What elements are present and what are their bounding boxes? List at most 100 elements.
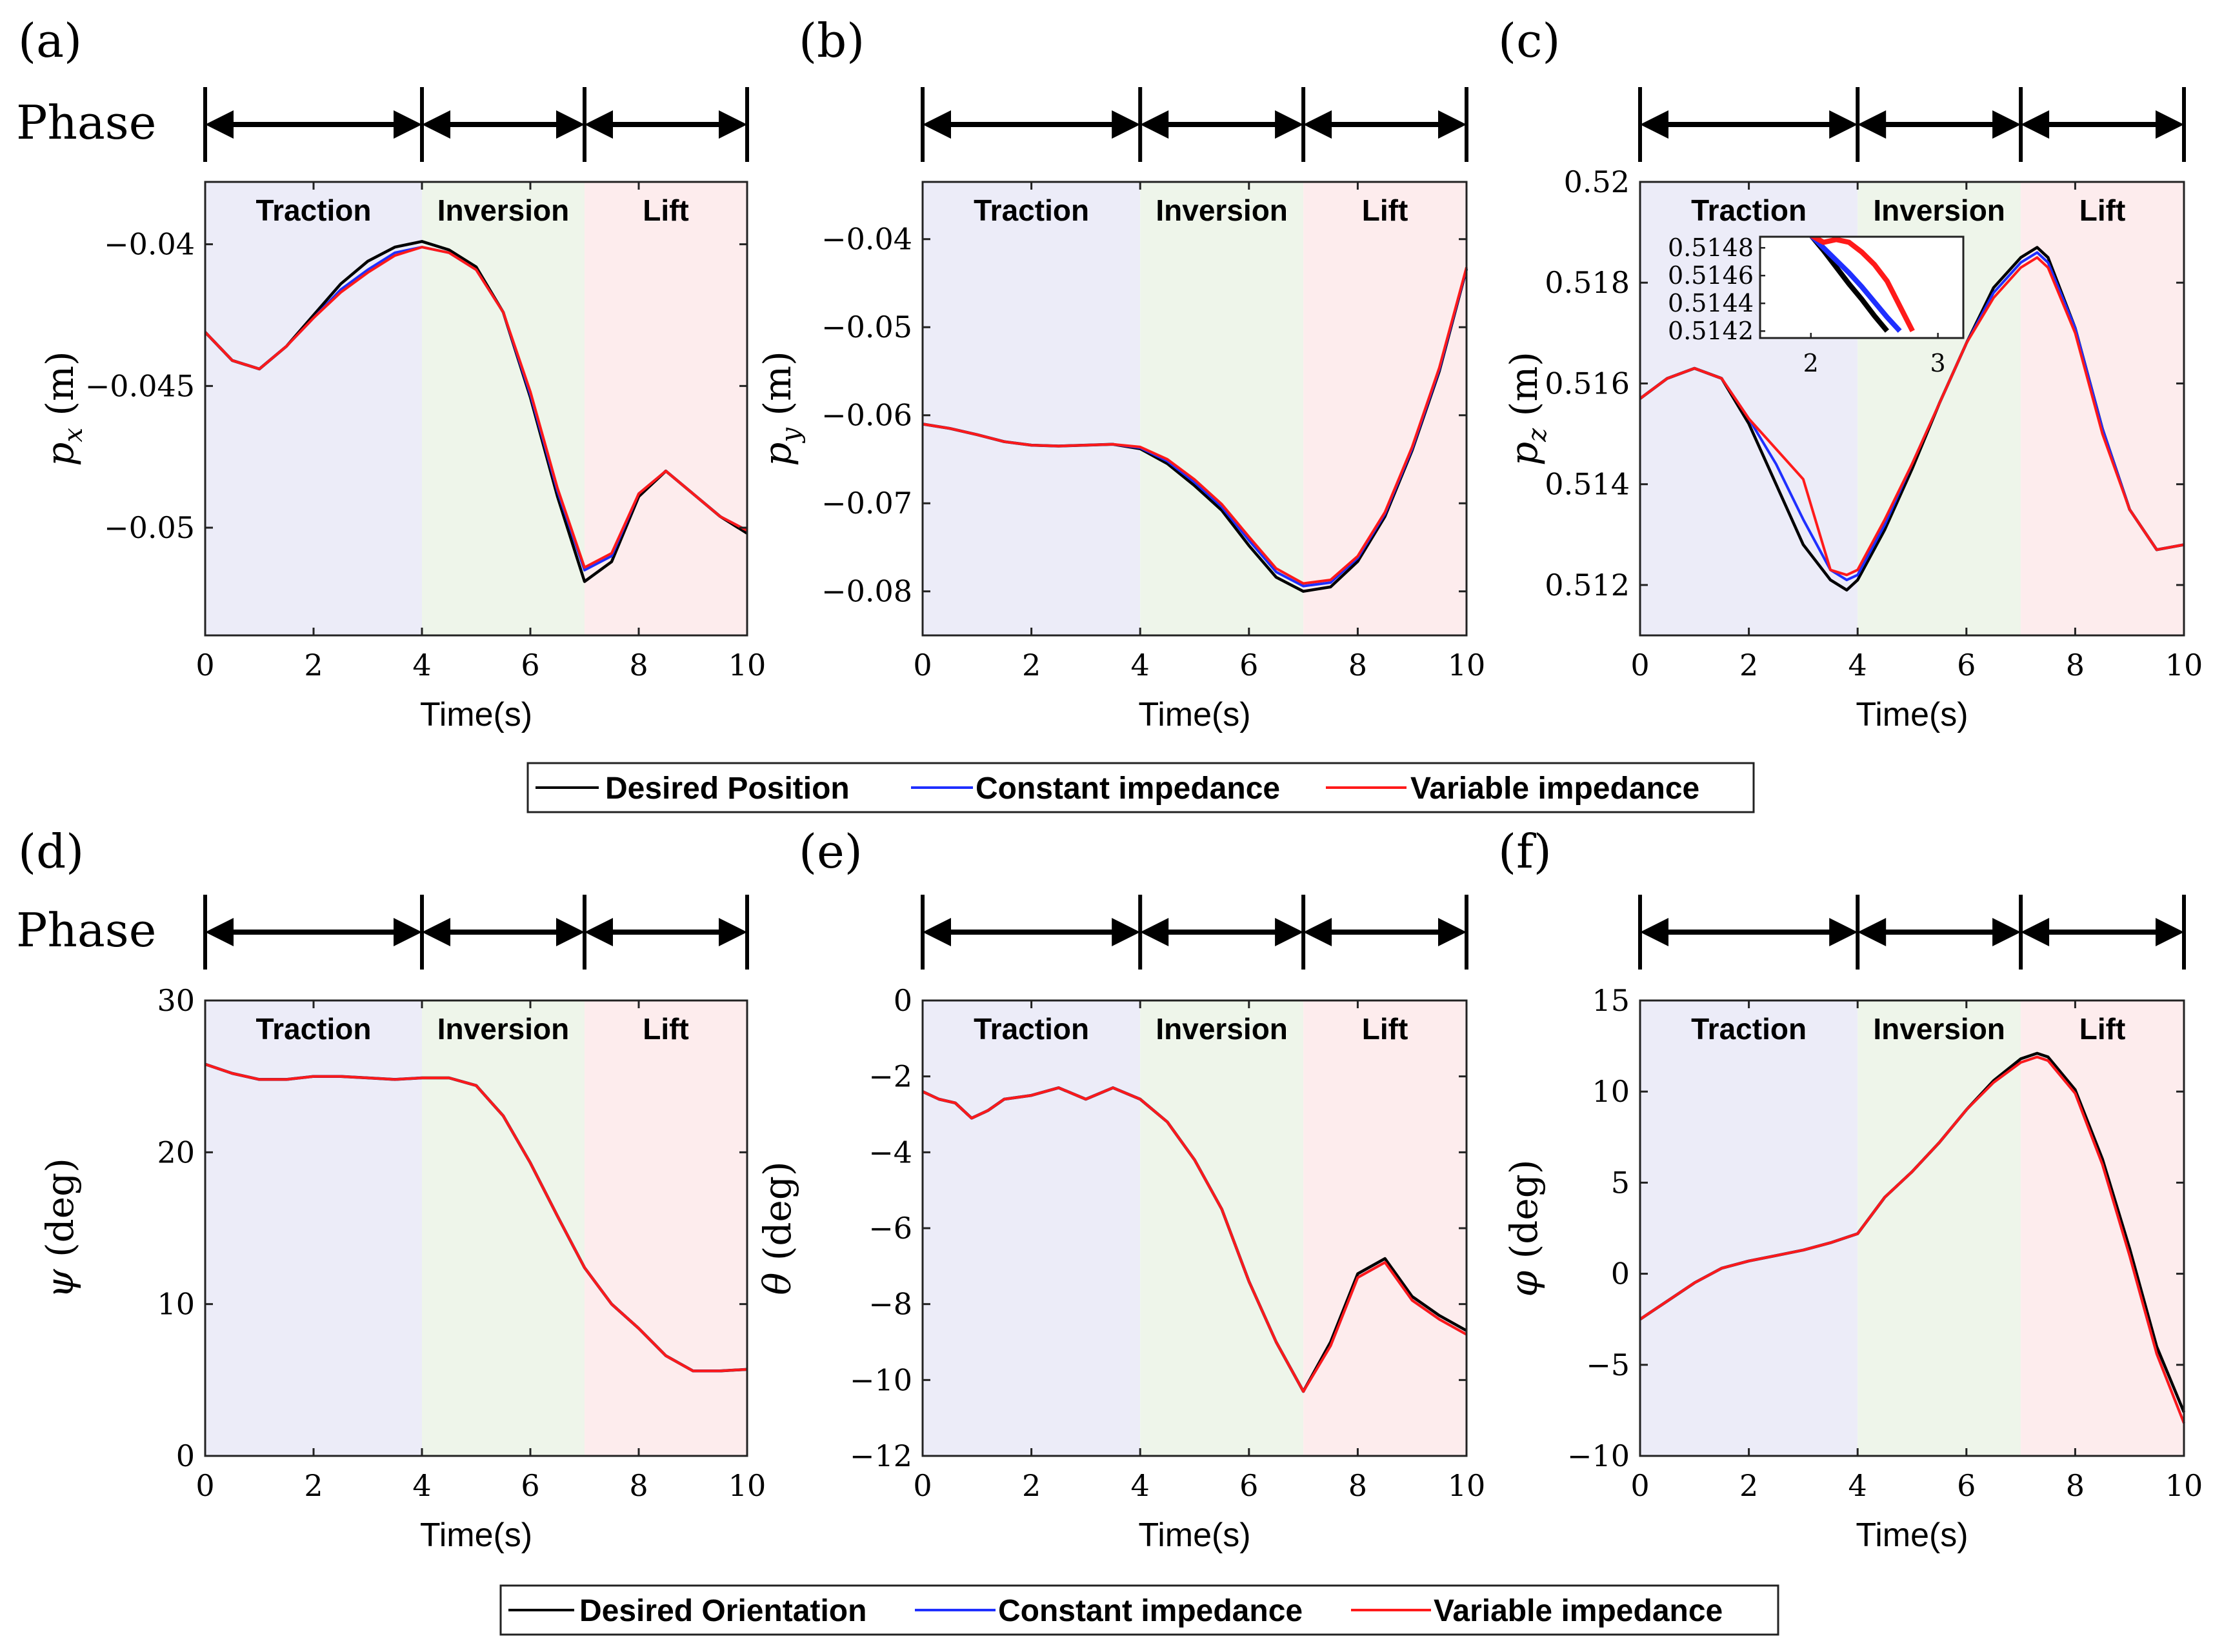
phase-arrow-traction-arrowhead-left [1640, 918, 1668, 946]
y-tick-label: −0.06 [821, 398, 912, 433]
phase-arrow-traction-arrowhead-left [923, 110, 951, 139]
inset-y-tick-label: 0.5144 [1668, 289, 1754, 317]
y-tick-label: −0.045 [85, 368, 195, 403]
y-axis-label: φ (deg) [1502, 1160, 1546, 1297]
y-tick-label: 0.518 [1545, 265, 1630, 300]
y-tick-label: −5 [1586, 1348, 1630, 1382]
phase-arrow-traction-arrowhead-left [1640, 110, 1668, 139]
y-axis-label: θ (deg) [756, 1161, 799, 1295]
phase-arrows [1638, 895, 2186, 970]
chart-panel-e: (e) Traction Inversion Lift 0 2 4 6 8 10 −12 −10 −8 −… [756, 824, 1485, 1554]
phase-arrow-traction-arrowhead-right [1112, 918, 1141, 946]
y-axis-label: pz (m) [1502, 352, 1552, 466]
phase-arrow-inversion-arrowhead-left [1858, 918, 1887, 946]
phase-arrow-traction-arrowhead-left [205, 918, 234, 946]
legend-entry-label: Constant impedance [998, 1594, 1303, 1628]
inset-x-tick-label: 2 [1803, 349, 1819, 377]
x-tick-label: 8 [629, 1468, 648, 1503]
inset-axes-box [1759, 235, 1965, 339]
x-tick-label: 2 [1022, 1468, 1041, 1503]
y-axis-label: py (m) [756, 351, 806, 466]
phase-band-lift [1303, 182, 1467, 635]
legend-entry-label: Variable impedance [1434, 1594, 1723, 1628]
legend-entry-label: Variable impedance [1410, 771, 1699, 806]
y-tick-label: 0 [1611, 1257, 1630, 1291]
phase-arrow-lift-arrowhead-right [1438, 110, 1467, 139]
x-tick-label: 10 [1448, 1468, 1486, 1503]
phase-region-label: Traction [256, 1012, 372, 1046]
phase-region-label: Lift [1362, 194, 1408, 227]
phase-band-traction [1640, 1000, 1858, 1456]
y-tick-label: −0.08 [821, 574, 912, 609]
panel-label: (d) [18, 824, 84, 879]
x-tick-label: 0 [195, 1468, 214, 1503]
phase-arrow-lift-arrowhead-left [1303, 918, 1332, 946]
x-tick-label: 0 [913, 1468, 932, 1503]
phase-arrows [203, 895, 749, 970]
x-tick-label: 8 [1348, 648, 1367, 682]
phase-arrow-traction-arrowhead-right [394, 918, 422, 946]
legend-box [526, 762, 1755, 813]
y-tick-label: −12 [850, 1438, 912, 1473]
phase-region-label: Traction [974, 1012, 1089, 1046]
phase-arrow-lift-arrowhead-left [2021, 110, 2050, 139]
phase-arrow-inversion-arrowhead-left [1858, 110, 1887, 139]
phase-arrow-inversion-arrowhead-right [1992, 110, 2021, 139]
y-axis-label: ψ (deg) [38, 1158, 82, 1299]
legend-entry-label: Constant impedance [976, 771, 1280, 806]
x-tick-label: 0 [1630, 648, 1649, 682]
phase-arrow-lift-arrowhead-right [1438, 918, 1467, 946]
x-tick-label: 6 [1957, 1468, 1976, 1503]
y-tick-label: 0.514 [1545, 467, 1630, 502]
x-tick-label: 0 [195, 648, 214, 682]
axes-box [204, 181, 748, 637]
y-tick-label: 0.516 [1545, 366, 1630, 401]
phase-arrow-lift-arrowhead-left [2021, 918, 2050, 946]
x-tick-label: 6 [1239, 1468, 1258, 1503]
phase-band-traction [923, 182, 1141, 635]
x-tick-label: 4 [1848, 648, 1867, 682]
panel-label: (f) [1498, 824, 1552, 879]
phase-arrow-inversion-arrowhead-left [1140, 110, 1169, 139]
x-tick-label: 2 [304, 648, 323, 682]
y-tick-label: −0.07 [821, 486, 912, 521]
phase-arrows [921, 895, 1468, 970]
y-tick-label: −4 [868, 1135, 912, 1169]
y-tick-label: −2 [868, 1059, 912, 1094]
series-line-variable-impedance [1639, 256, 2185, 577]
panel-label: (b) [799, 14, 865, 68]
y-tick-label: −10 [850, 1362, 912, 1397]
phase-region-label: Inversion [1156, 194, 1288, 227]
y-tick-label: −10 [1567, 1438, 1630, 1473]
x-tick-label: 8 [2066, 1468, 2085, 1503]
y-tick-label: 0.512 [1545, 568, 1630, 602]
phase-arrow-lift-arrowhead-right [719, 110, 747, 139]
phase-region-label: Inversion [1873, 194, 2005, 227]
phase-arrow-lift-arrowhead-left [585, 110, 613, 139]
x-tick-label: 2 [1022, 648, 1041, 682]
axes-box [1639, 999, 2185, 1457]
phase-arrow-inversion-arrowhead-right [1992, 918, 2021, 946]
inset-series-line-variable-impedance [1809, 237, 1915, 333]
y-tick-label: −6 [868, 1211, 912, 1246]
x-axis-label: Time(s) [1856, 696, 1968, 733]
x-tick-label: 10 [2165, 1468, 2203, 1503]
phase-label-top: Phase [16, 95, 156, 150]
series-line-variable-impedance [922, 1086, 1467, 1393]
phase-arrow-inversion-arrowhead-right [556, 918, 585, 946]
phase-region-label: Lift [2079, 1012, 2126, 1046]
x-tick-label: 4 [1131, 1468, 1150, 1503]
phase-region-label: Lift [643, 194, 689, 227]
phase-label-bottom: Phase [16, 903, 156, 957]
phase-arrow-inversion-arrowhead-right [556, 110, 585, 139]
y-tick-label: −0.04 [104, 227, 195, 262]
phase-region-label: Inversion [437, 194, 570, 227]
phase-region-label: Inversion [1156, 1012, 1288, 1046]
inset-x-tick-label: 3 [1930, 349, 1946, 377]
legend-top: Desired Position Constant impedance Variab… [526, 762, 1755, 813]
x-tick-label: 8 [629, 648, 648, 682]
y-tick-label: −0.04 [821, 222, 912, 257]
series-line-variable-impedance [205, 1062, 748, 1373]
x-tick-label: 4 [1848, 1468, 1867, 1503]
